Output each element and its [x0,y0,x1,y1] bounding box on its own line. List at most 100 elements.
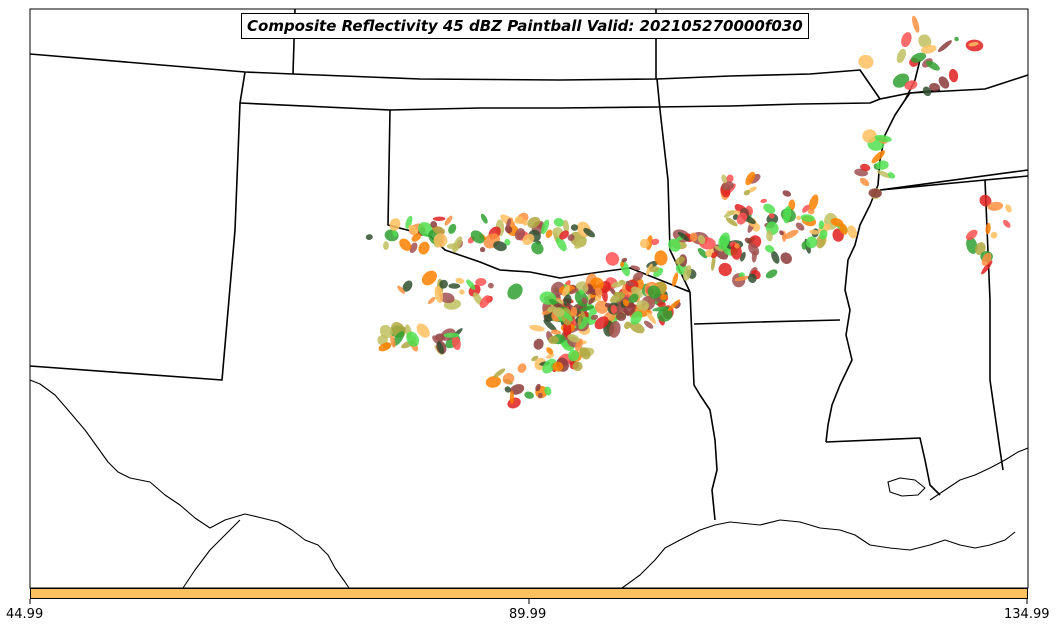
reflectivity-blob [470,230,485,244]
reflectivity-blob [504,238,511,246]
reflectivity-blob [578,316,589,330]
reflectivity-blob [390,335,396,348]
reflectivity-blob [751,250,757,263]
reflectivity-blob [874,134,892,143]
reflectivity-blob [579,347,591,360]
reflectivity-blob [830,218,844,227]
reflectivity-blob [451,335,461,351]
reflectivity-blob [529,324,545,332]
reflectivity-blob [718,262,732,277]
reflectivity-blob [432,216,446,222]
reflectivity-blob [535,383,541,392]
reflectivity-blob [748,243,760,256]
state-boundaries [29,8,1029,521]
reflectivity-blob [546,353,555,359]
reflectivity-blob [365,234,373,241]
border-ks-ok [389,106,658,111]
reflectivity-blob [744,237,752,244]
reflectivity-blob [552,361,564,372]
reflectivity-blob [674,256,685,265]
border-ar-south [689,291,718,521]
reflectivity-blob [859,177,870,187]
reflectivity-blob [736,212,748,225]
reflectivity-blob [629,321,645,334]
reflectivity-blob [433,233,448,248]
reflectivity-blob [868,188,882,198]
border-mo-ky [904,92,911,101]
reflectivity-blob [801,241,808,250]
reflectivity-blob [725,217,738,227]
reflectivity-blob [683,265,692,281]
reflectivity-blob [818,220,825,230]
reflectivity-blob [677,231,690,242]
reflectivity-blob [543,319,557,332]
reflectivity-blob [439,292,455,304]
reflectivity-blob [807,208,815,215]
reflectivity-blob [965,229,978,241]
reflectivity-blob [479,246,486,253]
reflectivity-blob [502,373,515,385]
border-nm [29,71,246,381]
reflectivity-blob [966,236,978,254]
reflectivity-blob [611,281,624,288]
reflectivity-blob [581,297,588,304]
border-ar-north [656,98,881,108]
reflectivity-blob [858,54,874,69]
reflectivity-blob [439,279,448,289]
reflectivity-blob [487,282,494,289]
reflectivity-blob [421,270,437,286]
reflectivity-blob [876,160,889,170]
reflectivity-blob [383,241,389,251]
reflectivity-blob [605,252,620,266]
reflectivity-blob [579,305,595,312]
reflectivity-blob [711,255,716,271]
reflectivity-blob [918,34,932,48]
reflectivity-blob [795,222,805,231]
reflectivity-blob [510,384,525,395]
reflectivity-blob [745,171,756,186]
reflectivity-blob [860,163,871,172]
reflectivity-blob [710,251,718,259]
reflectivity-blob [553,218,565,227]
reflectivity-blob [920,45,937,54]
reflectivity-blob [780,252,792,264]
reflectivity-blob [734,275,750,282]
colorbar-tick-max: 134.99 [1004,607,1050,622]
reflectivity-blob [747,273,757,283]
reflectivity-blob [524,391,534,399]
reflectivity-blob [975,242,986,256]
texas-coast-rio-grande [29,379,350,589]
reflectivity-blob [430,221,438,228]
reflectivity-blob [402,280,413,292]
reflectivity-blob [644,320,654,329]
reflectivity-blob [771,250,780,264]
reflectivity-blob [548,335,559,345]
reflectivity-blob [570,224,579,231]
reflectivity-blob [556,237,567,252]
reflectivity-blob [652,306,670,312]
reflectivity-blob [574,238,587,249]
reflectivity-blob [578,289,585,295]
reflectivity-blob [625,280,635,287]
reflectivity-blob [379,324,393,339]
reflectivity-blob [448,283,461,289]
reflectivity-blob [871,150,886,164]
reflectivity-blob [721,174,727,184]
reflectivity-blob [577,316,582,326]
reflectivity-blob [628,293,639,304]
reflectivity-blob [408,224,418,235]
reflectivity-blob [609,321,621,338]
reflectivity-blob [819,229,828,240]
colorbar [30,588,1028,599]
reflectivity-blob [721,181,734,191]
reflectivity-blob [567,349,580,362]
reflectivity-blob [622,299,629,307]
reflectivity-blob [912,15,920,33]
reflectivity-blob [714,245,724,252]
reflectivity-blob [572,361,583,372]
reflectivity-blob [541,219,550,235]
reflectivity-blob [697,247,708,259]
reflectivity-blob [948,68,959,83]
reflectivity-blob [542,358,557,374]
